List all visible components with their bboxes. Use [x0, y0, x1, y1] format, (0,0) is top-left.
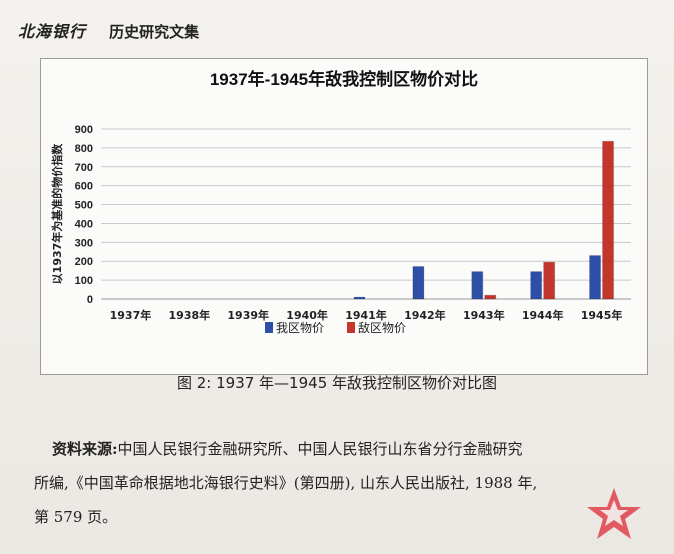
x-tick-label: 1945年 [581, 308, 623, 322]
bar-our-area [589, 255, 602, 300]
y-tick-label: 600 [75, 181, 93, 193]
x-tick-label: 1939年 [227, 308, 269, 322]
chart-title: 1937年-1945年敌我控制区物价对比 [209, 70, 479, 89]
x-tick-label: 1937年 [110, 308, 152, 322]
page-header: 北海银行 历史研究文集 [18, 18, 199, 42]
bar-enemy-area [602, 140, 615, 300]
y-axis-label: 以1937年为基准的物价指数 [50, 143, 64, 285]
y-tick-label: 100 [75, 275, 93, 287]
y-tick-label: 700 [75, 162, 93, 174]
y-tick-label: 300 [75, 237, 93, 249]
y-tick-label: 800 [75, 143, 93, 155]
star-stamp-icon [587, 488, 641, 539]
source-lead: 资料来源: [52, 440, 118, 458]
x-tick-label: 1942年 [404, 308, 446, 322]
x-tick-label: 1941年 [345, 308, 387, 322]
x-tick-label: 1943年 [463, 308, 505, 322]
source-line-1: 中国人民银行金融研究所、中国人民银行山东省分行金融研究 [117, 440, 523, 458]
x-tick-label: 1938年 [169, 308, 211, 322]
legend-label: 敌区物价 [358, 320, 406, 335]
y-tick-label: 0 [87, 294, 93, 306]
legend-swatch [265, 322, 273, 333]
source-line-2: 所编,《中国革命根据地北海银行史料》(第四册), 山东人民出版社, 1988 年… [34, 474, 538, 492]
brand-title: 北海银行 [18, 22, 87, 41]
bar-enemy-area [543, 261, 556, 300]
bar-our-area [412, 266, 425, 300]
bar-enemy-area [484, 294, 497, 300]
bar-chart: 0 100 200 300 400 500 600 700 800 900 以1937年为基准的物价… [50, 124, 631, 335]
y-tick-label: 900 [75, 124, 93, 136]
source-line-3: 第 579 页。 [34, 508, 118, 526]
legend-label: 我区物价 [276, 321, 324, 335]
figure-caption: 图 2: 1937 年—1945 年敌我控制区物价对比图 [176, 374, 498, 392]
series-title: 历史研究文集 [109, 23, 200, 41]
bar-our-area [530, 271, 543, 300]
x-tick-label: 1944年 [522, 308, 564, 322]
bar-our-area [353, 296, 366, 300]
bar-our-area [471, 271, 484, 300]
y-tick-label: 500 [75, 200, 93, 212]
y-tick-label: 400 [75, 218, 93, 230]
legend-swatch [347, 322, 355, 333]
chart-frame: 1937年-1945年敌我控制区物价对比 0 100 200 300 400 500 600… [40, 58, 648, 375]
y-tick-label: 200 [75, 256, 93, 268]
x-tick-label: 1940年 [286, 308, 328, 322]
source-note: 资料来源:中国人民银行金融研究所、中国人民银行山东省分行金融研究 所编,《中国革… [34, 432, 646, 534]
